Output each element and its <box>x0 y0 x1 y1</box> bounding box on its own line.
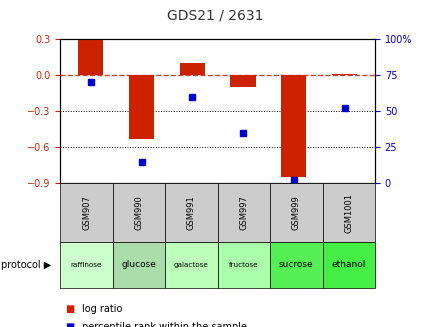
Text: GSM1001: GSM1001 <box>344 193 353 232</box>
Text: galactose: galactose <box>174 262 209 268</box>
Text: raffinose: raffinose <box>71 262 102 268</box>
Text: GSM991: GSM991 <box>187 195 196 230</box>
Text: ethanol: ethanol <box>331 260 365 269</box>
Bar <box>129 75 154 139</box>
Bar <box>331 74 356 75</box>
Text: GDS21 / 2631: GDS21 / 2631 <box>167 9 263 23</box>
Bar <box>78 41 103 75</box>
Text: GSM999: GSM999 <box>291 195 300 230</box>
Text: fructose: fructose <box>228 262 258 268</box>
Bar <box>280 75 306 177</box>
Text: growth protocol ▶: growth protocol ▶ <box>0 260 52 270</box>
Text: sucrose: sucrose <box>278 260 313 269</box>
Text: log ratio: log ratio <box>82 304 122 314</box>
Text: percentile rank within the sample: percentile rank within the sample <box>82 322 246 327</box>
Text: GSM907: GSM907 <box>82 195 91 230</box>
Text: GSM997: GSM997 <box>239 195 248 230</box>
Text: ■: ■ <box>64 322 74 327</box>
Text: ■: ■ <box>64 304 74 314</box>
Bar <box>179 63 205 75</box>
Bar <box>230 75 255 87</box>
Text: GSM990: GSM990 <box>134 195 143 230</box>
Text: glucose: glucose <box>121 260 156 269</box>
